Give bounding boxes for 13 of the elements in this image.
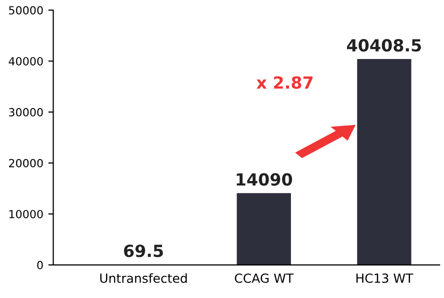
y-tick-label: 40000	[8, 57, 43, 66]
data-label: 40408.5	[347, 39, 421, 52]
data-label: 14090	[236, 173, 292, 186]
y-tick-label: 20000	[9, 158, 43, 168]
y-tick-label: 10000	[9, 210, 43, 218]
y-tick-label: 0	[37, 260, 43, 270]
annotation: x 2.87	[256, 76, 313, 89]
y-tick-label: 30000	[9, 108, 43, 116]
data-label: 69.5	[124, 244, 163, 258]
x-tick-label: CCAG WT	[234, 273, 294, 283]
x-tick-label: Untransfected	[100, 273, 187, 283]
y-tick-label: 50000	[9, 6, 43, 15]
x-tick-label: HC13 WT	[356, 273, 414, 283]
